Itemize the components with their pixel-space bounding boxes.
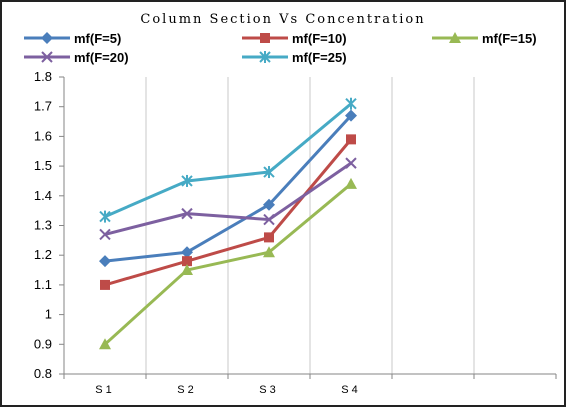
series-3 (99, 177, 357, 350)
y-tick-label: 1.3 (34, 218, 52, 233)
legend-label: mf(F=15) (482, 31, 537, 46)
data-point (100, 279, 110, 290)
y-tick-label: 1.6 (34, 128, 52, 143)
y-tick-label: 1 (45, 307, 52, 322)
legend: mf(F=5) mf(F=10) mf(F=15) mf(F=20) mf(F=25) (24, 31, 537, 65)
data-point (99, 255, 111, 268)
chart-title: Column Section Vs Concentration (140, 12, 425, 27)
y-tick-label: 1.1 (34, 277, 52, 292)
data-point (263, 246, 275, 258)
data-point (263, 213, 275, 226)
data-point (99, 338, 111, 350)
legend-marker (259, 51, 271, 63)
x-tick-label: S2 (177, 384, 196, 396)
legend-marker (449, 32, 461, 43)
series-1 (99, 109, 357, 268)
y-tick-label: 0.9 (34, 336, 52, 351)
legend-label: mf(F=25) (292, 50, 347, 65)
y-tick-label: 1.5 (34, 158, 52, 173)
data-point (182, 256, 192, 267)
series-5 (99, 97, 357, 223)
legend-item: mf(F=5) (24, 31, 121, 46)
x-tick-label: S1 (95, 384, 114, 396)
y-tick-label: 1.4 (34, 188, 52, 203)
legend-marker (41, 32, 53, 44)
data-point (263, 166, 275, 179)
x-tick-label: S4 (341, 384, 360, 396)
legend-item: mf(F=20) (24, 50, 129, 65)
legend-marker (260, 33, 270, 43)
y-tick-label: 1.8 (34, 69, 52, 84)
legend-item: mf(F=10) (242, 31, 347, 46)
data-point (346, 134, 356, 145)
legend-label: mf(F=10) (292, 31, 347, 46)
series-line (103, 182, 352, 346)
data-point (345, 109, 357, 122)
data-point (99, 228, 111, 241)
data-point (263, 198, 275, 211)
series-4 (99, 157, 357, 241)
data-point (181, 264, 193, 276)
x-tick-label: S3 (259, 384, 278, 396)
data-point (181, 174, 193, 187)
data-point (99, 210, 111, 223)
series-2 (100, 134, 356, 290)
data-point (345, 157, 357, 169)
data-point (181, 207, 193, 220)
series-line (104, 138, 353, 287)
data-point (345, 97, 357, 110)
series-line (104, 161, 352, 236)
legend-label: mf(F=5) (74, 31, 121, 46)
y-tick-label: 1.7 (34, 99, 52, 114)
y-tick-label: 1.2 (34, 247, 52, 262)
data-point (264, 232, 274, 243)
data-point (345, 177, 357, 189)
y-tick-label: 0.8 (34, 366, 52, 381)
legend-marker (41, 51, 53, 63)
legend-item: mf(F=25) (242, 50, 347, 65)
plot-area: 0.8 0.9 1 1.1 1.2 1.3 1.4 1.5 1.6 1.7 1.8 S1 S2 S3 S4 (34, 69, 557, 396)
series-line (104, 114, 353, 263)
data-point (181, 246, 193, 259)
legend-label: mf(F=20) (74, 50, 129, 65)
series-line (104, 102, 352, 218)
legend-item: mf(F=15) (432, 31, 537, 46)
